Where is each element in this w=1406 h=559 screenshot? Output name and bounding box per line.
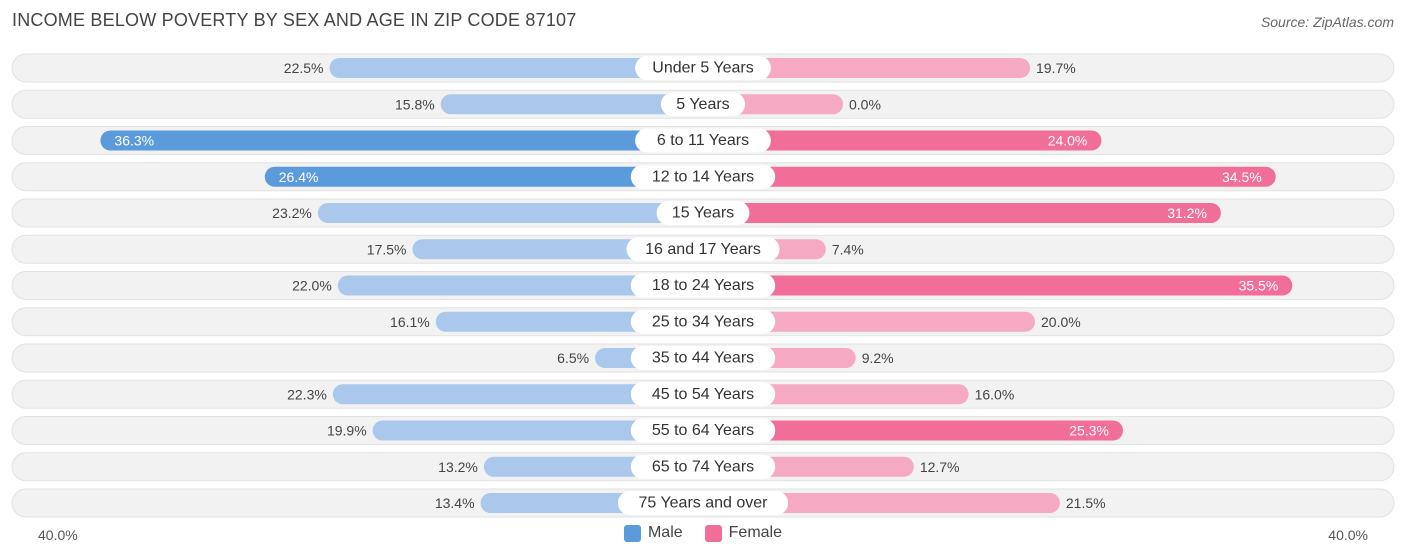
male-value-label: 26.4% [279,169,319,185]
male-value-label: 19.9% [327,423,367,439]
category-pill [656,201,750,225]
male-value-label: 17.5% [367,241,407,257]
category-pill [660,92,746,117]
female-value-label: 16.0% [975,386,1015,402]
source-label: Source: ZipAtlas.com [1260,14,1394,30]
female-value-label: 7.4% [832,241,864,257]
male-bar[interactable] [372,420,703,441]
category-label: 75 Years and over [639,495,769,512]
male-value-label: 13.4% [435,495,475,511]
male-bar[interactable] [332,384,703,405]
chart-title: INCOME BELOW POVERTY BY SEX AND AGE IN Z… [12,10,577,30]
female-value-label: 34.5% [1222,169,1262,185]
category-pill [630,273,776,298]
female-bar[interactable] [703,58,1031,78]
male-value-label: 22.3% [287,386,327,402]
male-swatch [623,524,641,542]
male-value-label: 22.5% [284,60,324,76]
male-bar[interactable] [264,166,703,187]
female-bar[interactable] [703,166,1276,187]
category-label: 6 to 11 Years [657,132,749,149]
female-bar[interactable] [703,130,1102,151]
male-bar[interactable] [440,94,703,115]
category-pill [635,128,771,153]
category-label: 5 Years [676,96,729,113]
female-value-label: 21.5% [1066,495,1106,511]
category-label: 12 to 14 Years [652,168,754,185]
female-bar[interactable] [703,311,1035,332]
category-label: 55 to 64 Years [652,422,754,439]
female-swatch [704,524,722,542]
legend: Male Female [0,524,1406,542]
female-value-label: 19.7% [1036,60,1076,76]
female-value-label: 0.0% [849,96,881,112]
category-pill [630,382,776,407]
female-value-label: 25.3% [1069,423,1109,439]
male-value-label: 16.1% [390,314,430,330]
axis-right-label: 40.0% [1328,527,1368,543]
male-bar[interactable] [100,130,704,151]
female-bar[interactable] [703,203,1221,223]
category-pill [635,56,771,80]
legend-item-male[interactable]: Male [623,524,683,542]
category-label: Under 5 Years [652,60,753,77]
category-label: 45 to 54 Years [652,386,754,403]
legend-item-female[interactable]: Female [704,524,783,542]
male-bar[interactable] [317,203,703,223]
category-pill [626,237,780,262]
male-value-label: 36.3% [114,133,154,149]
female-value-label: 12.7% [920,459,960,475]
male-value-label: 15.8% [395,96,435,112]
category-pill [630,418,776,443]
category-pill [630,309,776,334]
category-label: 15 Years [672,205,734,222]
female-value-label: 35.5% [1239,278,1279,294]
male-bar[interactable] [329,58,704,78]
male-value-label: 22.0% [292,278,332,294]
female-value-label: 24.0% [1048,133,1088,149]
category-label: 16 and 17 Years [645,241,761,258]
female-value-label: 20.0% [1041,314,1081,330]
male-bar[interactable] [337,275,703,296]
female-bar[interactable] [703,275,1293,296]
male-value-label: 13.2% [438,459,478,475]
category-pill [630,346,776,370]
chart-area: 22.5% 19.7% Under 5 Years 15.8% 0.0% 5 Years 3… [11,53,1395,518]
female-bar[interactable] [703,493,1060,513]
male-value-label: 6.5% [557,350,589,366]
category-label: 65 to 74 Years [652,458,754,475]
male-value-label: 23.2% [272,205,312,221]
category-label: 25 to 34 Years [652,313,754,330]
category-pill [630,164,776,189]
axis-left-label: 40.0% [38,527,78,543]
female-value-label: 31.2% [1167,205,1207,221]
category-label: 18 to 24 Years [652,277,754,294]
female-value-label: 9.2% [862,350,894,366]
category-pill [617,491,789,515]
female-bar[interactable] [703,420,1123,441]
category-label: 35 to 44 Years [652,350,754,367]
legend-male-label: Male [647,524,683,541]
category-pill [630,454,776,479]
legend-female-label: Female [728,524,783,541]
